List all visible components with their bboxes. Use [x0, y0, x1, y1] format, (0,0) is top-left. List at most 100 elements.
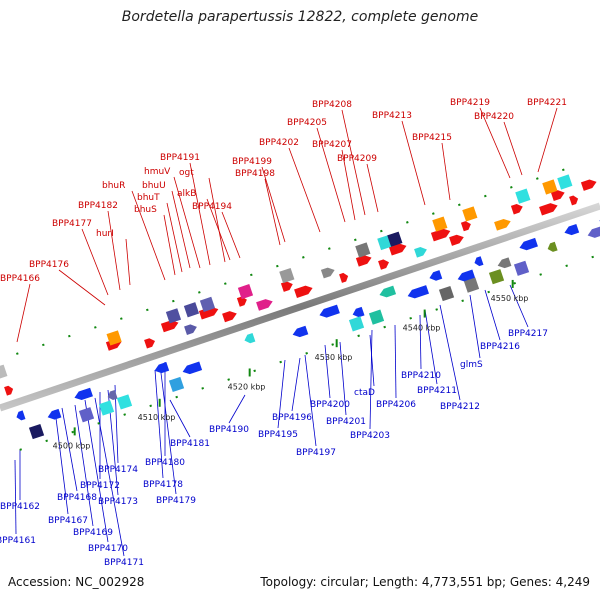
- forward-gene-box: [515, 188, 531, 204]
- forward-gene-shape: [430, 228, 451, 242]
- reverse-gene-shape: [429, 270, 443, 281]
- reverse-gene-box: [98, 400, 115, 416]
- forward-scale-dot: [198, 291, 201, 294]
- reverse-gene-label: BPP4162: [0, 502, 40, 512]
- reverse-gene-label: BPP4196: [272, 413, 312, 423]
- reverse-gene-label: BPP4200: [310, 400, 350, 410]
- forward-label-leader: [173, 176, 201, 269]
- reverse-gene-box-shape: [463, 277, 480, 293]
- forward-scale-dot: [172, 299, 175, 303]
- reverse-label-leader: [84, 399, 109, 543]
- scale-tick-label: 4500 kbp: [53, 441, 91, 450]
- reverse-label-leader: [509, 284, 529, 328]
- reverse-scale-dot: [253, 369, 256, 373]
- forward-gene-box-shape: [542, 179, 558, 195]
- forward-gene: [580, 179, 597, 191]
- reverse-scale-dot: [279, 360, 282, 364]
- reverse-scale-dot: [435, 308, 438, 311]
- forward-label-leader: [264, 178, 281, 246]
- reverse-label-leader: [277, 359, 286, 429]
- forward-gene-label: BPP4209: [337, 154, 377, 164]
- forward-gene-box: [183, 302, 200, 318]
- forward-label-leader: [125, 238, 131, 286]
- reverse-gene: [519, 237, 538, 251]
- reverse-label-leader: [291, 357, 301, 412]
- reverse-gene-label: BPP4217: [508, 329, 548, 339]
- reverse-gene-box: [168, 376, 185, 393]
- forward-scale-dot: [224, 282, 227, 285]
- scale-tick-label: 4510 kbp: [138, 413, 176, 422]
- reverse-gene: [497, 257, 512, 269]
- reverse-scale-dot: [19, 448, 22, 451]
- reverse-scale-dot: [383, 325, 386, 329]
- reverse-gene-shape: [497, 257, 512, 269]
- reverse-gene-shape: [182, 361, 203, 375]
- genome-axis: [0, 202, 600, 412]
- forward-label-leader: [341, 109, 366, 216]
- reverse-label-leader: [369, 329, 373, 430]
- reverse-gene: [407, 285, 429, 299]
- forward-gene-shape: [378, 259, 390, 270]
- reverse-gene-box: [488, 269, 505, 285]
- reverse-label-leader: [228, 394, 246, 424]
- reverse-gene-box-shape: [98, 400, 115, 416]
- reverse-gene-shape: [319, 304, 340, 318]
- reverse-label-leader: [159, 364, 177, 495]
- forward-label-leader: [401, 120, 426, 206]
- forward-gene: [184, 324, 197, 336]
- scale-tick-label: 4520 kbp: [228, 382, 266, 391]
- forward-label-leader: [208, 177, 226, 263]
- forward-label-leader: [221, 211, 241, 259]
- forward-gene-shape: [550, 190, 565, 201]
- forward-scale-dot: [406, 221, 409, 224]
- reverse-gene: [16, 410, 26, 421]
- forward-scale-dot: [562, 168, 565, 172]
- forward-label-leader: [189, 162, 211, 266]
- forward-scale-dot: [42, 343, 45, 347]
- reverse-gene: [587, 225, 600, 238]
- forward-gene-label: ogt: [179, 168, 194, 178]
- forward-label-leader: [441, 142, 451, 201]
- forward-gene-box: [279, 267, 295, 284]
- forward-gene-label: bhuU: [142, 181, 166, 191]
- forward-gene-shape: [144, 338, 156, 349]
- reverse-label-leader: [339, 341, 347, 416]
- reverse-label-leader: [324, 344, 331, 399]
- forward-gene: [280, 281, 293, 292]
- forward-gene-shape: [449, 234, 464, 246]
- reverse-gene-box: [513, 260, 530, 276]
- reverse-scale-dot: [565, 264, 568, 268]
- forward-gene-label: BPP4191: [160, 153, 200, 163]
- reverse-label-leader: [74, 404, 94, 527]
- scale-tick-label: 4530 kbp: [315, 353, 353, 362]
- reverse-scale-dot: [201, 387, 204, 390]
- reverse-gene: [564, 224, 580, 236]
- reverse-label-leader: [469, 294, 481, 359]
- forward-gene-label: BPP4166: [0, 274, 40, 284]
- reverse-scale-dot: [487, 290, 490, 294]
- forward-gene-shape: [320, 267, 335, 279]
- reverse-gene-label: BPP4195: [258, 430, 298, 440]
- forward-label-leader: [316, 127, 346, 223]
- forward-gene-shape: [580, 179, 597, 191]
- reverse-scale-dot: [123, 413, 126, 416]
- forward-gene-box-shape: [462, 206, 478, 222]
- reverse-gene-shape: [547, 241, 558, 252]
- forward-gene: [355, 255, 372, 267]
- forward-gene-shape: [280, 281, 293, 292]
- reverse-gene-shape: [16, 410, 26, 421]
- forward-gene-box-shape: [199, 296, 216, 312]
- forward-gene-box-shape: [237, 283, 254, 300]
- forward-gene-label: BPP4208: [312, 100, 352, 110]
- forward-gene-box: [387, 231, 403, 247]
- reverse-gene: [182, 361, 203, 375]
- forward-label-leader: [479, 107, 511, 179]
- forward-label-leader: [81, 228, 109, 296]
- forward-gene-label: BPP4213: [372, 111, 412, 121]
- reverse-gene-box-shape: [116, 394, 133, 410]
- forward-label-leader: [171, 190, 191, 269]
- scale-tick-label: 4550 kbp: [491, 294, 529, 303]
- forward-gene-box-shape: [355, 242, 371, 258]
- forward-scale-dot: [146, 308, 149, 312]
